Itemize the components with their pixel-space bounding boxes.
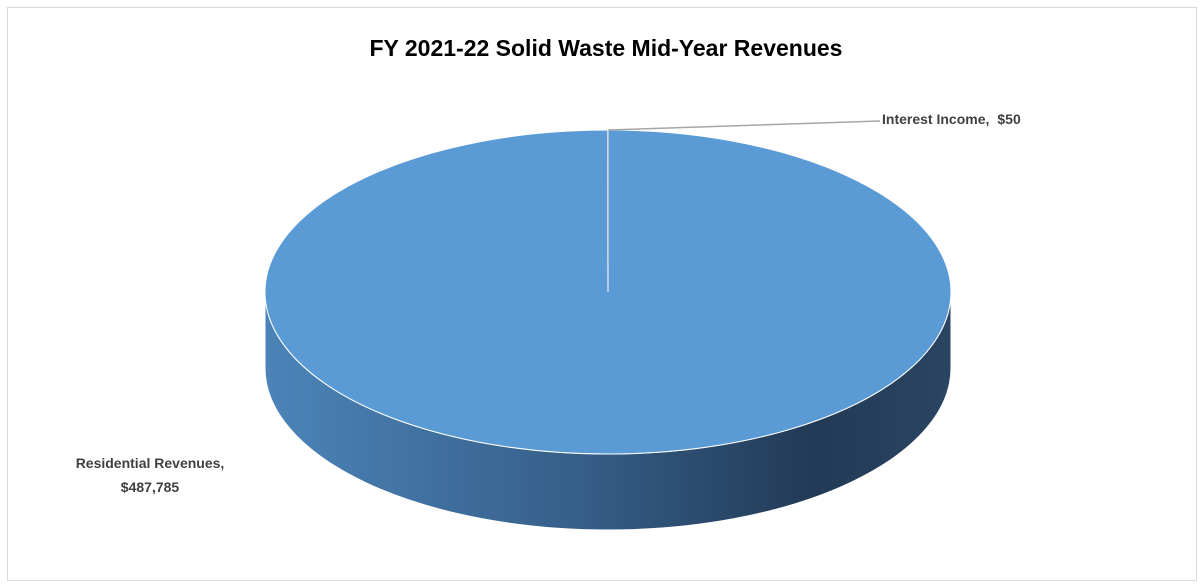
label-separator: , [220, 455, 224, 471]
label-separator: , [985, 111, 989, 127]
category-label: Residential Revenues [76, 455, 221, 471]
category-label: Interest Income [882, 111, 986, 127]
value-label: $487,785 [121, 479, 180, 495]
data-label: Interest Income, $50 [882, 111, 1021, 127]
value-label: $50 [997, 111, 1021, 127]
chart-title: FY 2021-22 Solid Waste Mid-Year Revenues [370, 35, 843, 61]
data-label: Residential Revenues, $487,785 [76, 455, 225, 495]
leader-line [607, 120, 881, 131]
